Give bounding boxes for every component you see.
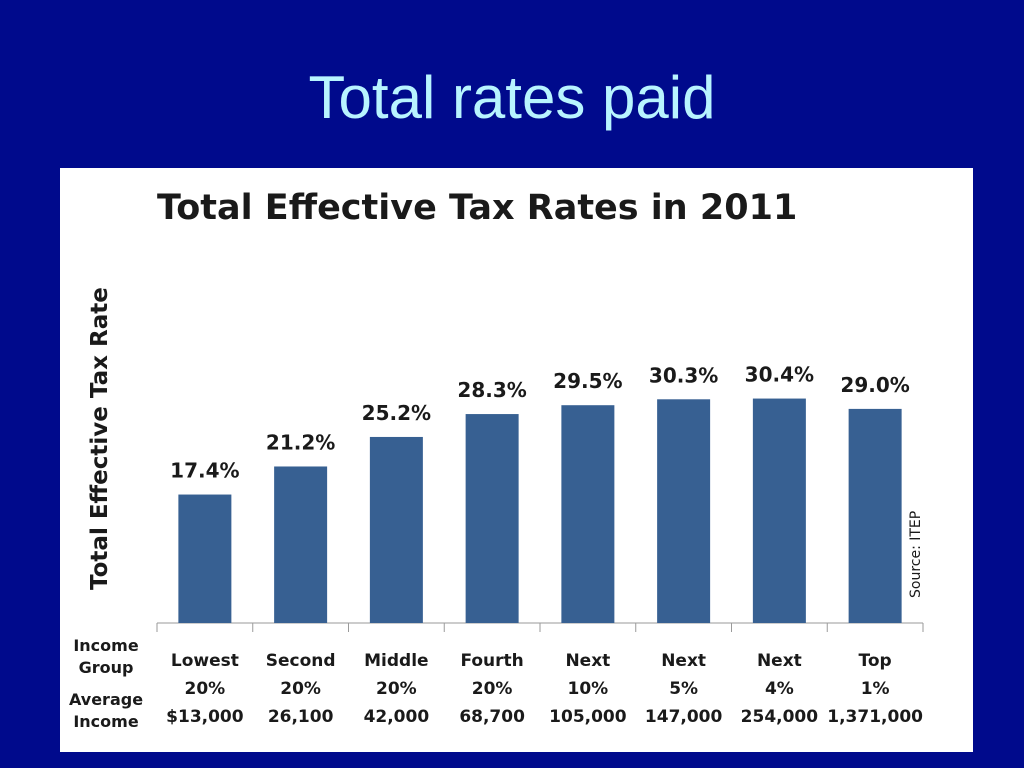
category-label: Next [565,651,610,671]
bar-chart: 17.4% Lowest 20% $13,000 21.2% Second 20% 26,10… [156,363,924,727]
data-label: 29.5% [553,369,622,393]
row-label-average-income: Average Income [64,689,148,733]
data-label: 30.4% [745,363,814,387]
row-label-income-group: Income Group [64,635,148,679]
data-label: 21.2% [266,430,335,454]
row-label-income-group-line2: Group [78,658,134,677]
data-label: 30.3% [649,363,718,387]
chart-title: Total Effective Tax Rates in 2011 [157,188,798,228]
category-label: $13,000 [166,707,244,727]
category-label: 26,100 [268,707,334,727]
bar [848,408,902,623]
category-label: Fourth [460,651,523,671]
data-label: 17.4% [170,459,239,483]
data-label: 29.0% [840,373,909,397]
chart-panel: Total Effective Tax Rates in 2011 Total … [60,168,973,752]
bar [274,466,328,623]
category-label: Middle [364,651,428,671]
category-label: 254,000 [741,707,819,727]
bar [369,436,423,623]
category-label: Second [266,651,336,671]
bar [752,398,806,623]
bar [178,494,232,623]
category-label: 105,000 [549,707,627,727]
data-label: 28.3% [457,378,526,402]
category-label: 1,371,000 [827,707,923,727]
bar [465,414,519,623]
category-label: 5% [669,679,698,699]
category-label: 68,700 [459,707,525,727]
category-label: 20% [280,679,321,699]
category-label: 42,000 [364,707,430,727]
category-label: 20% [376,679,417,699]
row-label-average-income-line2: Income [73,712,139,731]
category-label: 20% [185,679,226,699]
category-label: Next [661,651,706,671]
category-label: 147,000 [645,707,723,727]
category-label: 20% [472,679,513,699]
bar [561,405,615,623]
row-label-income-group-line1: Income [73,636,139,655]
category-label: Next [757,651,802,671]
category-label: Top [859,651,892,671]
category-label: 4% [765,679,794,699]
data-label: 25.2% [362,401,431,425]
category-label: Lowest [171,651,239,671]
category-label: 10% [568,679,609,699]
bar [657,399,711,623]
category-label: 1% [861,679,890,699]
slide-title: Total rates paid [308,64,716,131]
row-label-average-income-line1: Average [68,690,144,709]
